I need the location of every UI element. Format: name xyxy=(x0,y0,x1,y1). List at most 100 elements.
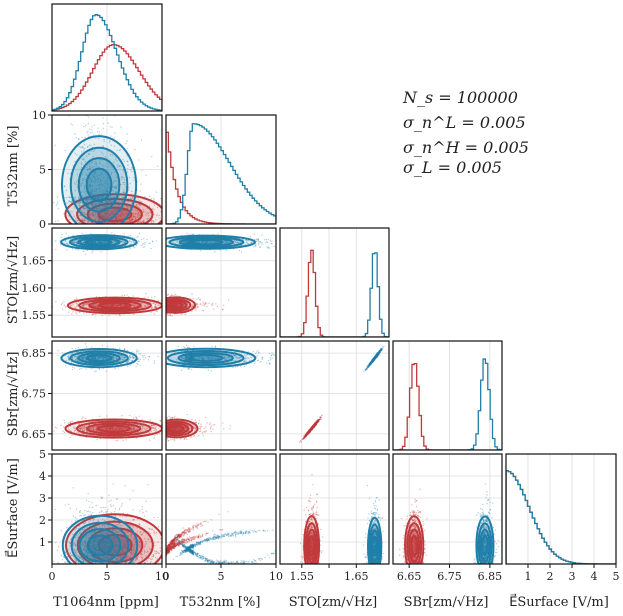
point-red xyxy=(108,200,110,203)
point-blue xyxy=(91,199,93,202)
point-blue xyxy=(90,180,93,183)
point-blue xyxy=(108,202,111,205)
point-red xyxy=(153,204,156,206)
point-blue xyxy=(96,165,99,168)
point-blue xyxy=(136,236,138,238)
point-blue xyxy=(257,239,259,241)
point-blue xyxy=(93,202,95,204)
point-red xyxy=(195,309,197,311)
point-red xyxy=(120,213,122,215)
point-blue xyxy=(88,153,90,156)
point-red xyxy=(91,314,93,316)
point-blue xyxy=(265,242,267,244)
point-blue xyxy=(126,171,129,173)
point-red xyxy=(133,313,135,315)
point-red xyxy=(137,212,140,214)
point-red xyxy=(166,304,168,307)
point-blue xyxy=(68,235,70,237)
point-red xyxy=(151,220,153,223)
point-blue xyxy=(116,176,118,178)
point-blue xyxy=(68,196,70,198)
point-red xyxy=(132,215,135,217)
point-blue xyxy=(101,241,104,244)
point-blue xyxy=(89,131,91,134)
point-red xyxy=(116,221,118,224)
point-blue xyxy=(86,200,89,203)
point-red xyxy=(122,177,125,179)
point-blue xyxy=(87,203,90,205)
point-red xyxy=(112,303,114,306)
point-blue xyxy=(246,239,248,242)
point-blue xyxy=(255,244,257,246)
point-blue xyxy=(99,203,102,205)
point-blue xyxy=(114,206,116,209)
point-red xyxy=(124,304,127,307)
point-blue xyxy=(92,180,95,183)
point-red xyxy=(145,304,147,307)
point-red xyxy=(166,303,169,305)
point-blue xyxy=(83,241,85,244)
point-blue xyxy=(266,240,268,243)
point-red xyxy=(146,303,149,306)
point-blue xyxy=(66,249,68,251)
point-blue xyxy=(226,241,228,244)
point-blue xyxy=(82,198,85,200)
point-blue xyxy=(176,240,178,243)
point-blue xyxy=(125,203,128,205)
point-blue xyxy=(103,138,105,141)
point-red xyxy=(100,215,102,217)
point-red xyxy=(172,303,174,305)
point-blue xyxy=(106,201,108,204)
point-blue xyxy=(88,162,91,165)
point-blue xyxy=(59,243,62,246)
point-blue xyxy=(103,241,106,243)
point-blue xyxy=(78,196,80,198)
point-blue xyxy=(102,191,104,194)
point-red xyxy=(90,304,93,307)
point-red xyxy=(118,204,120,206)
point-blue xyxy=(119,201,121,204)
point-red xyxy=(120,210,123,213)
point-blue xyxy=(210,242,212,244)
point-blue xyxy=(122,198,124,201)
point-blue xyxy=(107,163,110,165)
point-red xyxy=(104,214,106,216)
point-blue xyxy=(93,176,96,178)
point-red xyxy=(127,221,129,223)
point-blue xyxy=(91,241,94,244)
point-blue xyxy=(257,238,260,241)
point-red xyxy=(191,293,193,295)
point-blue xyxy=(94,204,96,206)
point-blue xyxy=(76,173,78,175)
point-blue xyxy=(93,124,96,127)
point-red xyxy=(78,221,80,223)
point-red xyxy=(132,213,134,215)
point-blue xyxy=(107,176,109,179)
point-blue xyxy=(93,241,95,243)
point-red xyxy=(69,304,71,306)
point-blue xyxy=(126,168,129,170)
point-red xyxy=(99,213,102,216)
point-blue xyxy=(114,170,116,173)
point-red xyxy=(90,221,92,223)
point-blue xyxy=(82,194,84,197)
point-blue xyxy=(85,174,87,176)
point-blue xyxy=(96,174,99,176)
point-red xyxy=(77,301,80,303)
point-blue xyxy=(187,242,189,244)
point-blue xyxy=(89,167,92,170)
point-blue xyxy=(95,197,97,199)
point-red xyxy=(121,305,123,307)
point-red xyxy=(172,304,174,307)
contour-blue xyxy=(85,238,113,246)
point-blue xyxy=(102,145,104,148)
point-blue xyxy=(117,164,119,166)
point-red xyxy=(136,305,138,307)
point-blue xyxy=(95,160,97,163)
point-red xyxy=(174,304,177,307)
point-blue xyxy=(86,213,88,215)
point-red xyxy=(111,303,113,305)
point-red xyxy=(84,303,86,306)
point-red xyxy=(115,216,117,218)
point-blue xyxy=(89,201,91,204)
